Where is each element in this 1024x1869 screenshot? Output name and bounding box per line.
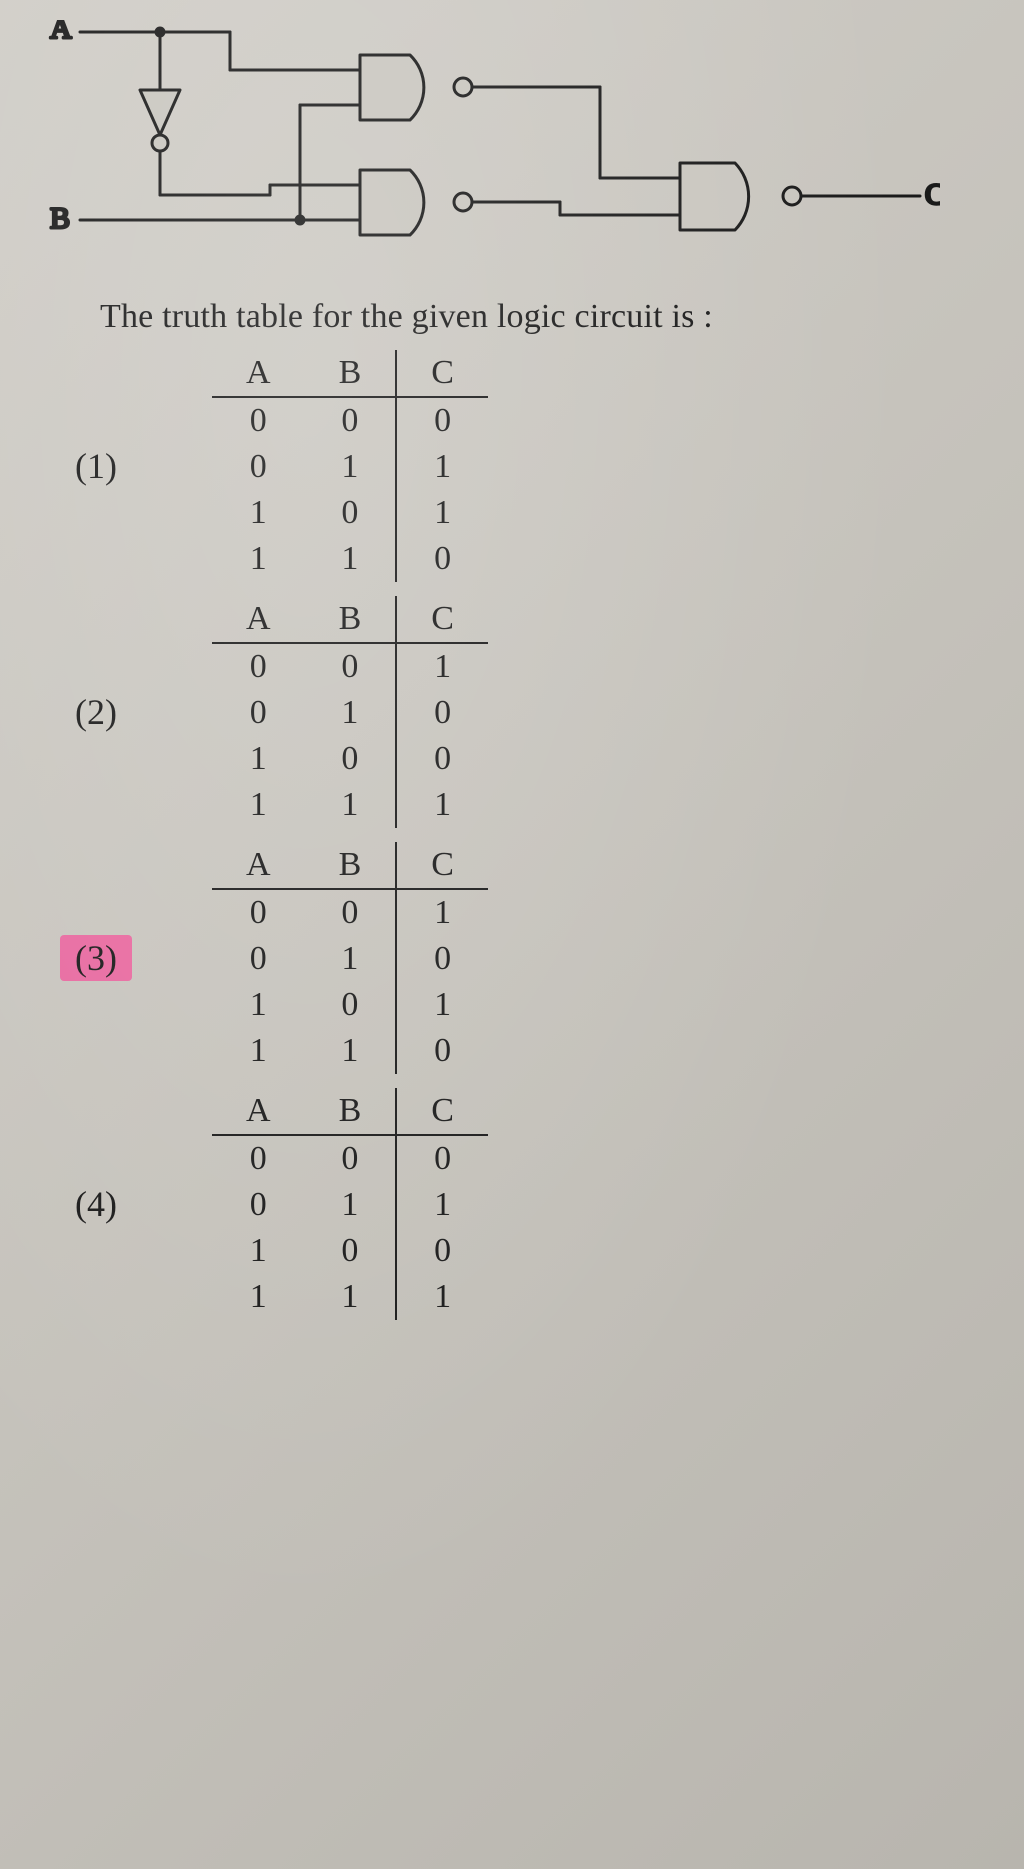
table-cell: 1 bbox=[212, 982, 305, 1028]
table-cell: 0 bbox=[305, 736, 397, 782]
table-cell: 1 bbox=[212, 736, 305, 782]
table-row: 011 bbox=[212, 444, 488, 490]
table-cell: 1 bbox=[396, 490, 488, 536]
table-cell: 0 bbox=[396, 690, 488, 736]
truth-table: ABC001010101110 bbox=[212, 842, 488, 1074]
table-cell: 1 bbox=[305, 1182, 397, 1228]
table-row: 110 bbox=[212, 536, 488, 582]
table-cell: 0 bbox=[396, 536, 488, 582]
truth-table-header: A bbox=[212, 596, 305, 643]
table-cell: 0 bbox=[212, 643, 305, 690]
table-cell: 0 bbox=[396, 736, 488, 782]
option-row: (1)ABC000011101110 bbox=[60, 350, 964, 582]
option-label: (2) bbox=[60, 691, 132, 733]
table-cell: 0 bbox=[396, 1135, 488, 1182]
table-cell: 1 bbox=[396, 982, 488, 1028]
question-caption: The truth table for the given logic circ… bbox=[100, 298, 964, 336]
truth-table-header: A bbox=[212, 842, 305, 889]
truth-table-header: C bbox=[396, 842, 488, 889]
truth-table-header: C bbox=[396, 1088, 488, 1135]
table-row: 110 bbox=[212, 1028, 488, 1074]
table-row: 000 bbox=[212, 397, 488, 444]
table-cell: 1 bbox=[212, 536, 305, 582]
table-cell: 1 bbox=[396, 782, 488, 828]
table-row: 001 bbox=[212, 643, 488, 690]
truth-table-header: A bbox=[212, 350, 305, 397]
table-cell: 1 bbox=[305, 536, 397, 582]
table-row: 010 bbox=[212, 936, 488, 982]
circuit-label-c: C bbox=[925, 178, 940, 211]
truth-table: ABC000011101110 bbox=[212, 350, 488, 582]
table-cell: 1 bbox=[212, 1228, 305, 1274]
table-cell: 0 bbox=[305, 1135, 397, 1182]
table-row: 111 bbox=[212, 782, 488, 828]
logic-circuit-diagram: A B bbox=[40, 20, 940, 280]
truth-table-header: C bbox=[396, 596, 488, 643]
table-row: 010 bbox=[212, 690, 488, 736]
table-cell: 0 bbox=[212, 397, 305, 444]
table-cell: 1 bbox=[396, 444, 488, 490]
table-row: 001 bbox=[212, 889, 488, 936]
table-cell: 0 bbox=[212, 690, 305, 736]
table-cell: 1 bbox=[396, 1182, 488, 1228]
table-cell: 1 bbox=[212, 1274, 305, 1320]
truth-table-header: B bbox=[305, 596, 397, 643]
table-cell: 0 bbox=[396, 1028, 488, 1074]
option-label: (4) bbox=[60, 1183, 132, 1225]
truth-table-header: B bbox=[305, 1088, 397, 1135]
truth-table-header: A bbox=[212, 1088, 305, 1135]
table-cell: 0 bbox=[305, 397, 397, 444]
table-cell: 0 bbox=[305, 982, 397, 1028]
page: A B bbox=[0, 0, 1024, 1869]
table-cell: 0 bbox=[212, 889, 305, 936]
option-row: (4)ABC000011100111 bbox=[60, 1088, 964, 1320]
circuit-label-b: B bbox=[50, 202, 70, 235]
table-cell: 0 bbox=[212, 444, 305, 490]
options-container: (1)ABC000011101110(2)ABC001010100111(3)A… bbox=[40, 350, 964, 1320]
table-cell: 1 bbox=[212, 782, 305, 828]
table-cell: 1 bbox=[305, 1028, 397, 1074]
table-cell: 1 bbox=[305, 936, 397, 982]
table-cell: 0 bbox=[396, 397, 488, 444]
option-row: (2)ABC001010100111 bbox=[60, 596, 964, 828]
truth-table-header: B bbox=[305, 350, 397, 397]
table-cell: 1 bbox=[305, 1274, 397, 1320]
table-row: 011 bbox=[212, 1182, 488, 1228]
table-cell: 0 bbox=[305, 889, 397, 936]
table-cell: 0 bbox=[212, 936, 305, 982]
table-row: 100 bbox=[212, 1228, 488, 1274]
table-cell: 0 bbox=[305, 643, 397, 690]
table-cell: 1 bbox=[396, 643, 488, 690]
truth-table-header: B bbox=[305, 842, 397, 889]
truth-table-header: C bbox=[396, 350, 488, 397]
table-cell: 1 bbox=[305, 444, 397, 490]
circuit-svg: A B bbox=[40, 20, 940, 280]
option-row: (3)ABC001010101110 bbox=[60, 842, 964, 1074]
table-row: 100 bbox=[212, 736, 488, 782]
table-cell: 0 bbox=[305, 490, 397, 536]
circuit-label-a: A bbox=[50, 20, 72, 45]
table-cell: 0 bbox=[396, 1228, 488, 1274]
truth-table: ABC001010100111 bbox=[212, 596, 488, 828]
table-cell: 1 bbox=[212, 1028, 305, 1074]
table-cell: 0 bbox=[305, 1228, 397, 1274]
table-row: 000 bbox=[212, 1135, 488, 1182]
table-row: 101 bbox=[212, 982, 488, 1028]
table-row: 101 bbox=[212, 490, 488, 536]
table-cell: 1 bbox=[305, 690, 397, 736]
table-cell: 1 bbox=[396, 889, 488, 936]
table-cell: 0 bbox=[212, 1135, 305, 1182]
table-cell: 1 bbox=[212, 490, 305, 536]
option-label: (3) bbox=[60, 935, 132, 981]
option-label: (1) bbox=[60, 445, 132, 487]
table-cell: 1 bbox=[396, 1274, 488, 1320]
table-cell: 1 bbox=[305, 782, 397, 828]
table-cell: 0 bbox=[212, 1182, 305, 1228]
truth-table: ABC000011100111 bbox=[212, 1088, 488, 1320]
table-cell: 0 bbox=[396, 936, 488, 982]
table-row: 111 bbox=[212, 1274, 488, 1320]
